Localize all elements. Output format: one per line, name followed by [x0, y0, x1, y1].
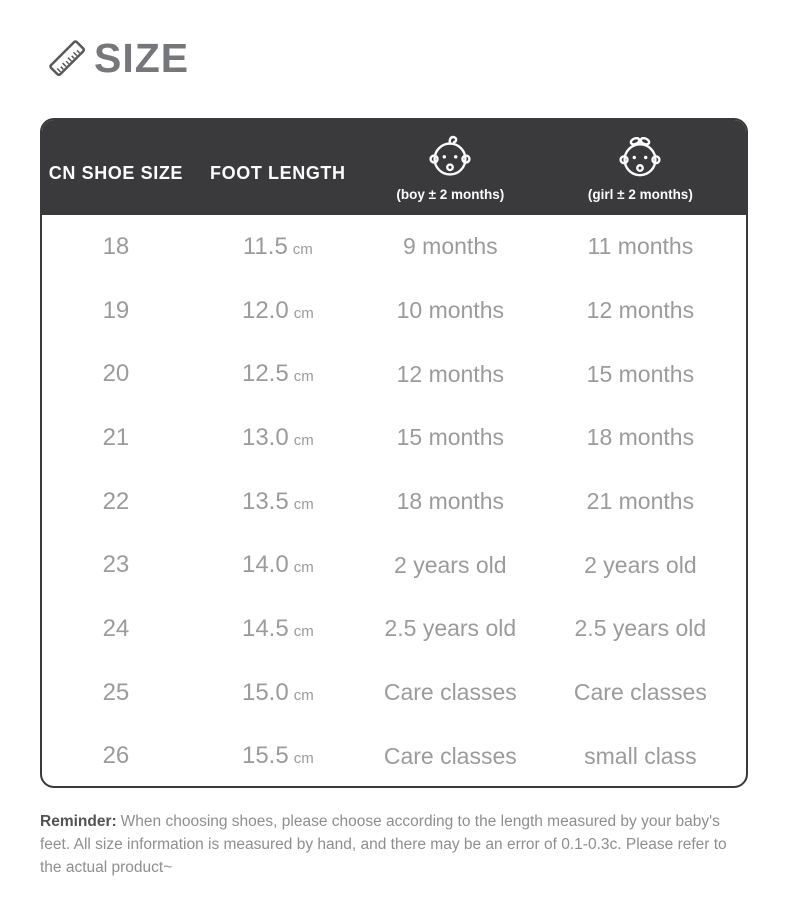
- cell-cn-size: 23: [102, 551, 130, 579]
- cell-girl-age: small class: [584, 742, 697, 769]
- table-row: 22 13.5 cm 18 months 21 months: [42, 470, 746, 534]
- unit-label: cm: [293, 431, 314, 449]
- cell-boy-age: 12 months: [396, 360, 504, 387]
- table-body: 18 11.5 cm 9 months 11 months 19 12.0 cm 1…: [42, 215, 746, 786]
- reminder-note: Reminder: When choosing shoes, please cho…: [40, 810, 752, 879]
- cell-foot-length: 14.5 cm: [190, 615, 366, 643]
- unit-label: cm: [293, 368, 314, 386]
- cell-boy-age: 2 years old: [394, 551, 507, 578]
- column-header-girl: (girl ± 2 months): [535, 120, 746, 215]
- ruler-icon: [49, 40, 86, 77]
- size-table: CN SHOE SIZE FOOT LENGTH (boy ± 2 months…: [40, 118, 748, 788]
- foot-length-value: 14.5: [241, 614, 289, 642]
- unit-label: cm: [293, 686, 314, 704]
- cell-foot-length: 15.5 cm: [190, 742, 366, 770]
- cell-cn-size: 22: [102, 487, 130, 515]
- cell-boy-age: 10 months: [396, 297, 504, 323]
- cell-cn-size: 26: [102, 742, 130, 770]
- cell-foot-length: 11.5 cm: [190, 233, 366, 261]
- column-header-girl-label: (girl ± 2 months): [587, 187, 693, 202]
- foot-length-value: 11.5: [242, 232, 288, 260]
- cell-foot-length: 13.0 cm: [190, 424, 366, 452]
- foot-length-value: 12.0: [241, 296, 289, 324]
- cell-girl-age: 15 months: [586, 360, 695, 387]
- cell-foot-length: 14.0 cm: [190, 551, 366, 579]
- cell-cn-size: 24: [102, 614, 130, 642]
- foot-length-value: 13.5: [241, 487, 289, 515]
- cell-cn-size: 19: [102, 296, 130, 324]
- cell-cn-size: 25: [102, 678, 130, 706]
- page-title: SIZE: [94, 34, 190, 81]
- unit-label: cm: [293, 304, 314, 322]
- column-header-cn-shoe-size: CN SHOE SIZE: [48, 163, 184, 183]
- unit-label: cm: [293, 495, 314, 513]
- cell-boy-age: Care classes: [383, 742, 517, 769]
- section-title: SIZE: [44, 34, 189, 82]
- cell-foot-length: 12.5 cm: [190, 360, 366, 388]
- table-row: 26 15.5 cm Care classes small class: [42, 724, 746, 786]
- baby-boy-icon: [429, 135, 471, 176]
- foot-length-value: 15.0: [241, 678, 289, 706]
- unit-label: cm: [292, 240, 313, 258]
- foot-length-value: 13.0: [241, 423, 289, 451]
- cell-boy-age: 2.5 years old: [384, 615, 517, 642]
- column-header-boy-label: (boy ± 2 months): [396, 187, 505, 202]
- cell-cn-size: 21: [102, 423, 130, 451]
- cell-girl-age: Care classes: [573, 679, 707, 706]
- unit-label: cm: [293, 750, 314, 768]
- cell-girl-age: 11 months: [587, 233, 694, 260]
- cell-foot-length: 15.0 cm: [190, 679, 366, 707]
- foot-length-value: 12.5: [241, 360, 289, 388]
- cell-girl-age: 21 months: [586, 488, 695, 515]
- unit-label: cm: [293, 559, 314, 577]
- table-row: 21 13.0 cm 15 months 18 months: [42, 406, 746, 470]
- table-row: 25 15.0 cm Care classes Care classes: [42, 661, 746, 725]
- reminder-label: Reminder:: [40, 813, 117, 830]
- cell-cn-size: 20: [102, 360, 130, 388]
- cell-girl-age: 2 years old: [584, 551, 697, 578]
- unit-label: cm: [293, 622, 314, 640]
- foot-length-value: 15.5: [241, 742, 289, 770]
- cell-foot-length: 13.5 cm: [190, 488, 366, 516]
- table-header: CN SHOE SIZE FOOT LENGTH (boy ± 2 months…: [42, 120, 746, 215]
- column-header-boy: (boy ± 2 months): [366, 120, 535, 215]
- cell-foot-length: 12.0 cm: [190, 297, 366, 325]
- cell-boy-age: 9 months: [403, 233, 498, 260]
- cell-cn-size: 18: [102, 232, 130, 260]
- baby-girl-icon: [619, 136, 662, 177]
- table-row: 23 14.0 cm 2 years old 2 years old: [42, 533, 746, 597]
- foot-length-value: 14.0: [241, 551, 289, 579]
- cell-girl-age: 12 months: [586, 297, 695, 323]
- column-header-foot-length: FOOT LENGTH: [210, 163, 346, 183]
- cell-boy-age: 18 months: [396, 488, 504, 515]
- table-row: 19 12.0 cm 10 months 12 months: [42, 279, 746, 343]
- table-row: 18 11.5 cm 9 months 11 months: [42, 215, 746, 279]
- table-row: 24 14.5 cm 2.5 years old 2.5 years old: [42, 597, 746, 661]
- table-row: 20 12.5 cm 12 months 15 months: [42, 342, 746, 406]
- cell-girl-age: 18 months: [586, 424, 695, 451]
- cell-boy-age: 15 months: [396, 424, 504, 451]
- reminder-text: When choosing shoes, please choose accor…: [40, 813, 727, 876]
- cell-girl-age: 2.5 years old: [574, 615, 707, 642]
- cell-boy-age: Care classes: [383, 679, 517, 706]
